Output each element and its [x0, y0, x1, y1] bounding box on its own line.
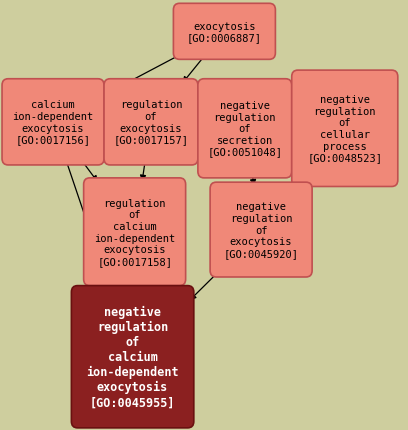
FancyBboxPatch shape — [198, 80, 292, 178]
Text: exocytosis
[GO:0006887]: exocytosis [GO:0006887] — [187, 22, 262, 43]
Text: negative
regulation
of
cellular
process
[GO:0048523]: negative regulation of cellular process … — [307, 95, 382, 163]
FancyBboxPatch shape — [2, 80, 104, 166]
FancyBboxPatch shape — [292, 71, 398, 187]
FancyBboxPatch shape — [104, 80, 198, 166]
Text: calcium
ion-dependent
exocytosis
[GO:0017156]: calcium ion-dependent exocytosis [GO:001… — [12, 100, 94, 145]
Text: negative
regulation
of
exocytosis
[GO:0045920]: negative regulation of exocytosis [GO:00… — [224, 202, 299, 258]
FancyBboxPatch shape — [84, 178, 186, 286]
Text: regulation
of
calcium
ion-dependent
exocytosis
[GO:0017158]: regulation of calcium ion-dependent exoc… — [94, 198, 175, 266]
FancyBboxPatch shape — [210, 183, 312, 277]
Text: negative
regulation
of
calcium
ion-dependent
exocytosis
[GO:0045955]: negative regulation of calcium ion-depen… — [86, 305, 179, 408]
FancyBboxPatch shape — [71, 286, 194, 428]
Text: regulation
of
exocytosis
[GO:0017157]: regulation of exocytosis [GO:0017157] — [113, 100, 188, 145]
Text: negative
regulation
of
secretion
[GO:0051048]: negative regulation of secretion [GO:005… — [207, 101, 282, 157]
FancyBboxPatch shape — [173, 4, 275, 60]
